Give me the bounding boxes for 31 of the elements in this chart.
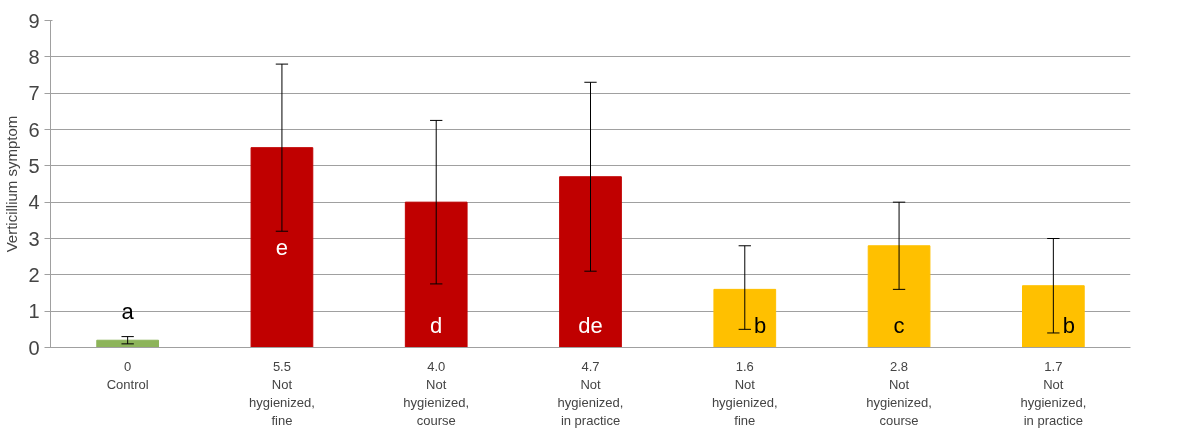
y-tick-label: 5 — [28, 154, 40, 177]
annotation: c — [893, 313, 905, 339]
bar — [1022, 285, 1085, 348]
y-tick-label: 9 — [28, 9, 40, 32]
y-axis-title: Verticillium symptom — [3, 115, 21, 253]
y-tick-label: 2 — [28, 263, 40, 286]
annotation: a — [121, 298, 135, 324]
x-tick-label: 5.5 Not hygienized, fine — [249, 358, 315, 428]
annotation: b — [1062, 313, 1075, 339]
annotation: b — [754, 313, 767, 339]
annotation: e — [275, 235, 289, 261]
y-tick-label: 6 — [28, 118, 40, 141]
bar — [713, 288, 777, 348]
annotation: de — [578, 313, 603, 339]
bar — [404, 201, 468, 348]
y-tick-label: 0 — [28, 336, 40, 359]
y-tick-label: 3 — [28, 227, 40, 250]
bar — [250, 147, 314, 348]
x-tick-label: 2.8 Not hygienized, course — [866, 358, 932, 428]
annotation: d — [430, 313, 443, 339]
y-tick-label: 1 — [28, 300, 40, 323]
y-tick-label: 7 — [28, 82, 40, 105]
x-tick-label: 4.0 Not hygienized, course — [403, 358, 470, 428]
bar — [559, 176, 622, 348]
x-tick-label: 4.7 Not hygienized, in practice — [557, 358, 624, 428]
y-tick-label: 4 — [28, 191, 40, 214]
bar — [867, 245, 931, 348]
x-tick-label: 0 Control — [106, 358, 149, 392]
y-tick-label: 8 — [28, 45, 40, 68]
x-tick-label: 1.7 Not hygienized, in practice — [1020, 358, 1087, 428]
x-tick-label: 1.6 Not hygienized, fine — [711, 358, 778, 428]
